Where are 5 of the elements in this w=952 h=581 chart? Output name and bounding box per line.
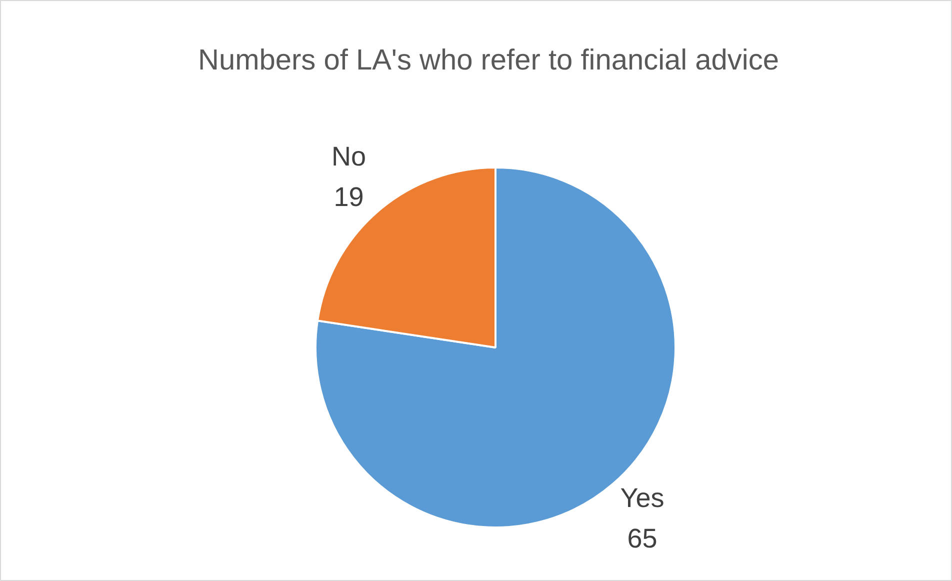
data-label: 65 (627, 523, 658, 554)
chart-title: Numbers of LA's who refer to financial advice (198, 44, 779, 76)
data-label: 19 (334, 182, 364, 212)
slice-label: Yes (620, 482, 664, 513)
slice-label: No (331, 142, 366, 172)
